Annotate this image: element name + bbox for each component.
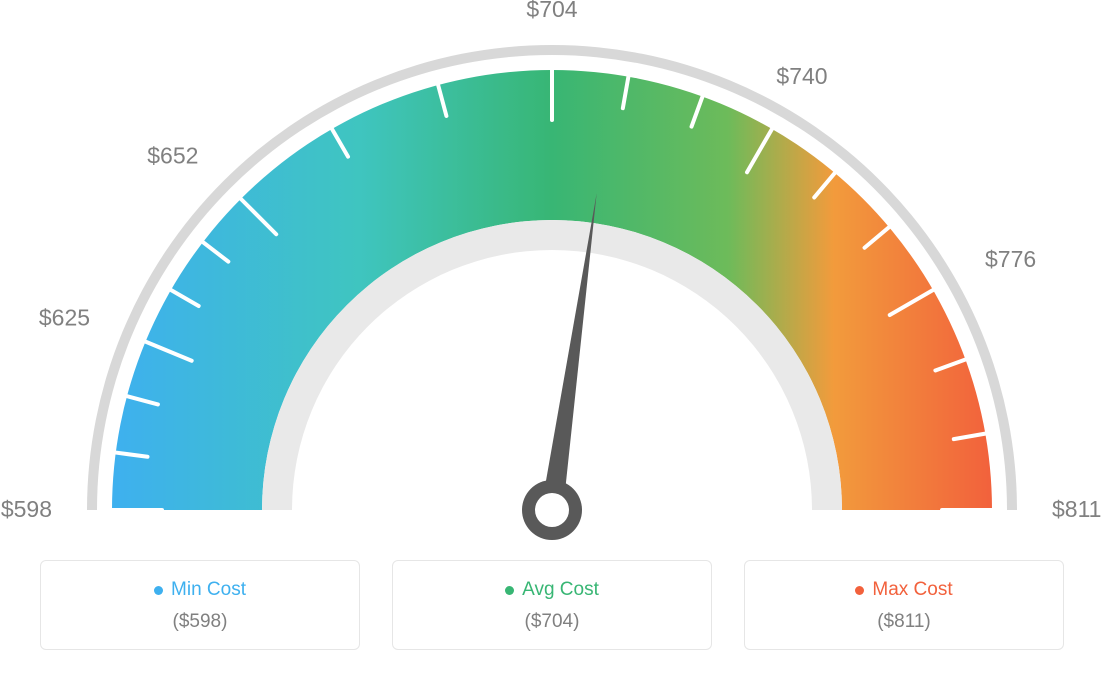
- svg-text:$776: $776: [985, 246, 1036, 272]
- svg-text:$625: $625: [39, 305, 90, 331]
- legend-avg-label: Avg Cost: [522, 579, 599, 601]
- cost-gauge: $598 $625 $652 $704 $740 $776 $811: [0, 0, 1104, 560]
- legend-min-label-row: Min Cost: [41, 579, 359, 601]
- legend-min-dot: [154, 586, 163, 595]
- svg-text:$811: $811: [1052, 496, 1101, 522]
- legend-min-label: Min Cost: [171, 579, 246, 601]
- legend-min-value: ($598): [41, 611, 359, 633]
- legend-avg-label-row: Avg Cost: [393, 579, 711, 601]
- legend-max-label-row: Max Cost: [745, 579, 1063, 601]
- legend-row: Min Cost ($598) Avg Cost ($704) Max Cost…: [0, 560, 1104, 650]
- legend-avg-dot: [505, 586, 514, 595]
- svg-text:$598: $598: [1, 496, 52, 522]
- svg-text:$704: $704: [526, 0, 577, 22]
- legend-max-label: Max Cost: [872, 579, 952, 601]
- svg-text:$740: $740: [776, 63, 827, 89]
- legend-card-max: Max Cost ($811): [744, 560, 1064, 650]
- gauge-svg: $598 $625 $652 $704 $740 $776 $811: [0, 0, 1104, 560]
- legend-card-min: Min Cost ($598): [40, 560, 360, 650]
- legend-avg-value: ($704): [393, 611, 711, 633]
- svg-text:$652: $652: [147, 142, 198, 168]
- legend-max-value: ($811): [745, 611, 1063, 633]
- legend-card-avg: Avg Cost ($704): [392, 560, 712, 650]
- legend-max-dot: [855, 586, 864, 595]
